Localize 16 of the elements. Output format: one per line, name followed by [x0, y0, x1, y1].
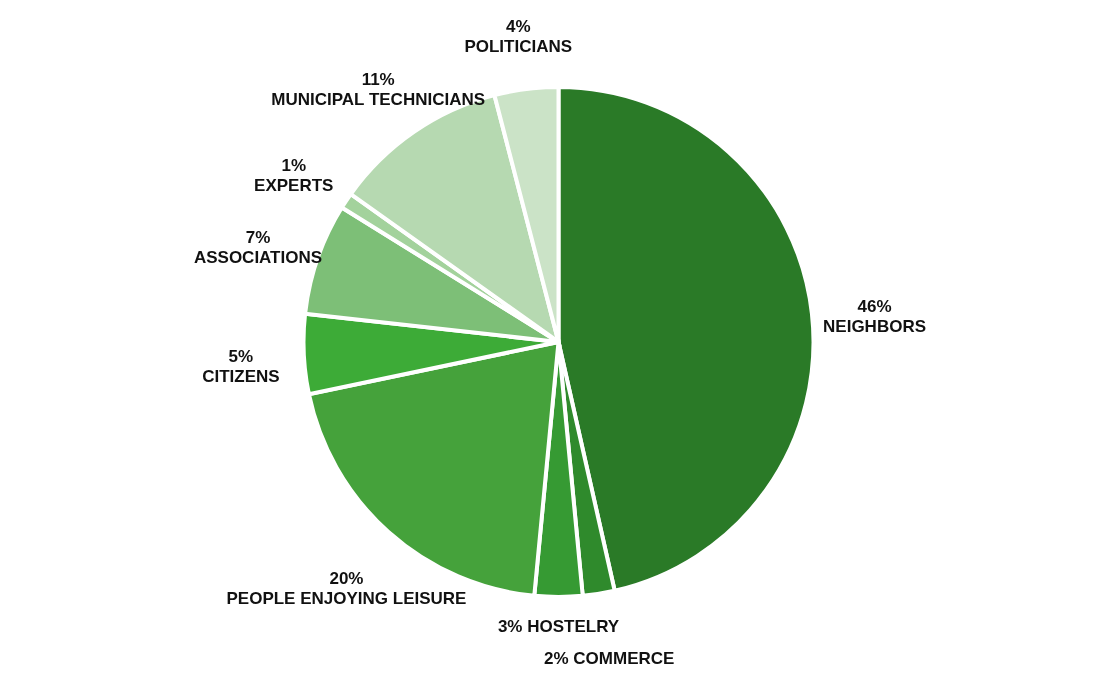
data-label: 5% [228, 347, 254, 367]
data-label: 46% [857, 296, 892, 316]
slice-label: POLITICIANS [464, 36, 573, 56]
data-label: 20% [329, 568, 364, 588]
data-label: 7% [245, 227, 271, 247]
slice-label: MUNICIPAL TECHNICIANS [271, 90, 486, 110]
slice-label: CITIZENS [202, 367, 280, 387]
slice-label: 2% COMMERCE [544, 648, 675, 668]
slice-label: 3% HOSTELRY [497, 617, 620, 636]
slice-label: NEIGHBORS [823, 316, 927, 336]
slice-label: PEOPLE ENJOYING LEISURE [226, 588, 467, 608]
data-label: 1% [281, 155, 307, 175]
data-label: 4% [505, 16, 531, 36]
slice-label: EXPERTS [254, 175, 334, 195]
data-label: 11% [361, 70, 395, 90]
slice-label: ASSOCIATIONS [193, 247, 323, 267]
